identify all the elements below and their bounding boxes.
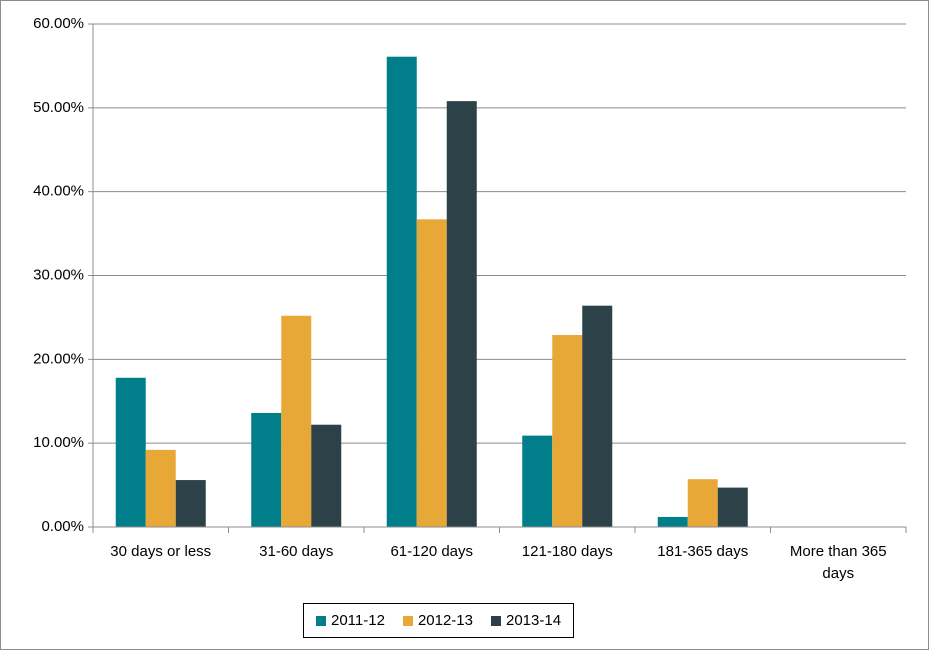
legend-label: 2011-12 — [331, 612, 385, 629]
bar — [145, 449, 176, 527]
legend-item: 2013-14 — [491, 612, 561, 629]
bar — [687, 479, 718, 527]
y-tick-label: 10.00% — [33, 434, 84, 451]
x-tick-label: 31-60 days — [259, 543, 334, 560]
bar — [115, 377, 146, 527]
y-tick-label: 0.00% — [41, 518, 84, 535]
bar — [717, 487, 748, 527]
x-tick-label: 181-365 days — [657, 543, 749, 560]
legend: 2011-12 2012-13 2013-14 — [303, 603, 575, 638]
x-tick-label: 61-120 days — [390, 543, 474, 560]
legend-label: 2013-14 — [506, 612, 562, 629]
y-tick-label: 30.00% — [33, 266, 84, 283]
bar — [311, 424, 342, 527]
bar — [281, 315, 312, 527]
x-tick-label: 30 days or less — [110, 543, 212, 560]
bar — [446, 101, 477, 528]
bar — [386, 56, 417, 527]
bar — [582, 305, 613, 527]
legend-label: 2012-13 — [417, 612, 473, 629]
legend-item: 2012-13 — [402, 612, 473, 629]
x-tick-label: 121-180 days — [521, 543, 613, 560]
bar — [522, 435, 553, 527]
legend-item: 2011-12 — [316, 612, 385, 629]
legend-swatch — [491, 615, 501, 626]
y-tick-label: 50.00% — [33, 99, 84, 116]
legend-swatch — [316, 615, 326, 626]
y-tick-label: 20.00% — [33, 350, 84, 367]
y-tick-label: 60.00% — [33, 15, 84, 32]
legend-swatch — [402, 615, 413, 626]
bar — [251, 412, 282, 527]
bar — [175, 480, 206, 527]
bar — [416, 219, 447, 527]
x-tick-label: More than 365 days — [789, 543, 887, 582]
bar — [552, 335, 583, 527]
bar — [657, 516, 688, 527]
y-tick-label: 40.00% — [33, 183, 84, 200]
